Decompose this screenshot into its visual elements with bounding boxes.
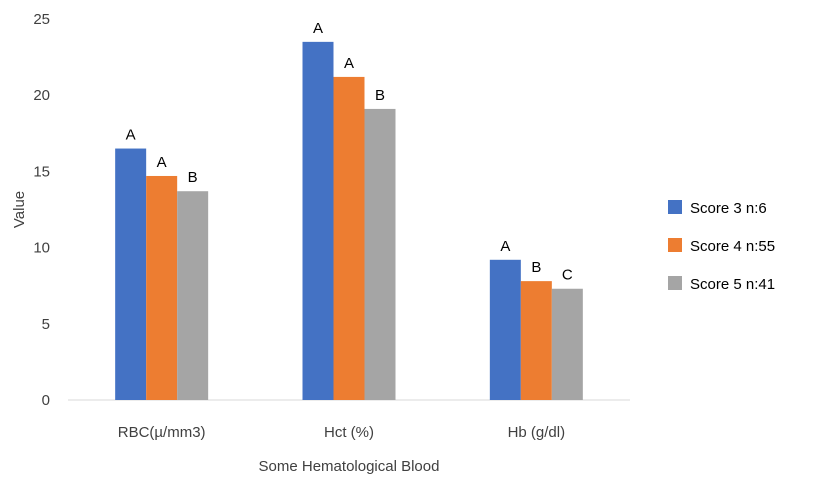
- legend-swatch: [668, 276, 682, 290]
- legend-swatch: [668, 200, 682, 214]
- y-tick-label: 15: [33, 163, 50, 180]
- bar: [364, 108, 396, 400]
- x-category-label: Hct (%): [324, 424, 374, 441]
- y-tick-label: 25: [33, 11, 50, 28]
- bar: [177, 191, 209, 400]
- bar-data-label: A: [313, 20, 323, 37]
- bar-data-label: B: [375, 87, 385, 104]
- bar: [489, 259, 521, 400]
- bars: [115, 41, 583, 401]
- y-tick-label: 5: [42, 316, 50, 333]
- bar: [551, 288, 583, 400]
- legend-label: Score 5 n:41: [690, 276, 775, 293]
- bar: [520, 281, 552, 400]
- bar-data-label: A: [157, 154, 167, 171]
- legend-swatch: [668, 238, 682, 252]
- x-category-label: RBC(µ/mm3): [118, 424, 206, 441]
- legend-label: Score 4 n:55: [690, 238, 775, 255]
- bar-data-label: A: [344, 55, 354, 72]
- x-axis-category-labels: RBC(µ/mm3) Hct (%) Hb (g/dl): [118, 424, 565, 441]
- bar-data-label: A: [126, 127, 136, 144]
- bar-data-label: A: [500, 238, 510, 255]
- bar-data-label: B: [531, 259, 541, 276]
- legend: Score 3 n:6 Score 4 n:55 Score 5 n:41: [668, 200, 775, 293]
- x-category-label: Hb (g/dl): [508, 424, 566, 441]
- y-tick-label: 10: [33, 240, 50, 257]
- bar-data-label: B: [188, 169, 198, 186]
- bar: [333, 76, 365, 401]
- y-tick-label: 20: [33, 87, 50, 104]
- legend-label: Score 3 n:6: [690, 200, 767, 217]
- y-axis-title: Value: [11, 191, 28, 228]
- bar-data-label: C: [562, 267, 573, 284]
- bar-labels: A A B A A B A B C: [126, 20, 573, 284]
- bar: [146, 175, 178, 400]
- bar: [302, 41, 334, 401]
- y-axis-ticks: 0 5 10 15 20 25: [33, 11, 50, 409]
- y-tick-label: 0: [42, 392, 50, 409]
- bar: [115, 148, 147, 400]
- x-axis-title: Some Hematological Blood: [259, 458, 440, 475]
